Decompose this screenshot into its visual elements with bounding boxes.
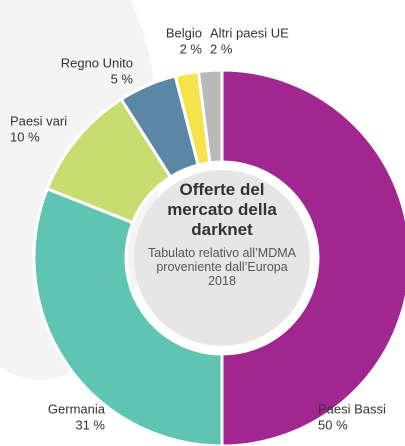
category-label: Paesi vari xyxy=(10,113,67,128)
value-label: 31 % xyxy=(75,417,105,432)
value-label: 10 % xyxy=(10,129,40,144)
category-label: Belgio xyxy=(166,25,202,40)
donut-slice xyxy=(220,68,405,446)
center-disc xyxy=(134,170,310,346)
chart-subtitle: Tabulato relativo all’MDMA proveniente d… xyxy=(148,246,296,288)
center-label: Offerte del mercato della darknet Tabula… xyxy=(147,180,297,288)
donut-slice xyxy=(32,186,224,446)
value-label: 2 % xyxy=(210,41,233,56)
value-label: 5 % xyxy=(111,71,134,86)
value-label: 2 % xyxy=(180,41,203,56)
donut-slice xyxy=(196,68,224,165)
value-label: 50 % xyxy=(318,417,348,432)
category-label: Paesi Bassi xyxy=(318,401,386,416)
chart-title: Offerte del mercato della darknet xyxy=(167,180,277,239)
category-label: Altri paesi UE xyxy=(210,25,289,40)
category-label: Germania xyxy=(48,401,106,416)
category-label: Regno Unito xyxy=(61,55,133,70)
